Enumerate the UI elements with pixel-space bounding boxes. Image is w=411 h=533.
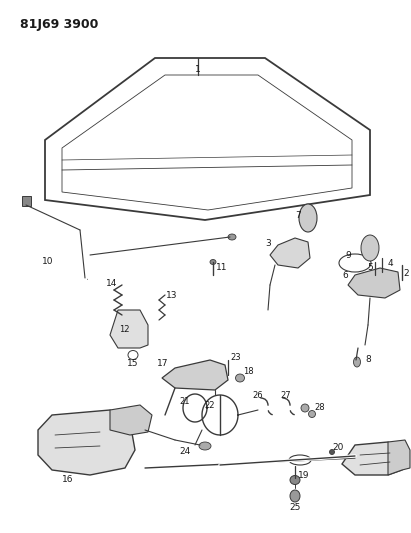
Text: 7: 7 <box>295 211 301 220</box>
Polygon shape <box>270 238 310 268</box>
Polygon shape <box>342 442 402 475</box>
Ellipse shape <box>309 410 316 417</box>
Text: 1: 1 <box>195 66 201 75</box>
Text: 10: 10 <box>42 257 54 266</box>
Text: 81J69 3900: 81J69 3900 <box>20 18 98 31</box>
Text: 16: 16 <box>62 475 74 484</box>
Text: 11: 11 <box>216 263 228 272</box>
Text: 17: 17 <box>157 359 169 368</box>
Text: 26: 26 <box>253 391 263 400</box>
Text: 18: 18 <box>242 367 253 376</box>
Text: 4: 4 <box>387 260 393 269</box>
Ellipse shape <box>330 449 335 455</box>
Text: 14: 14 <box>106 279 118 288</box>
Polygon shape <box>38 410 135 475</box>
Polygon shape <box>110 405 152 435</box>
Text: 12: 12 <box>119 326 129 335</box>
Polygon shape <box>348 268 400 298</box>
Text: 3: 3 <box>265 239 271 248</box>
Text: 27: 27 <box>281 391 291 400</box>
Polygon shape <box>110 310 148 348</box>
Bar <box>22 196 31 206</box>
Text: 8: 8 <box>365 356 371 365</box>
Ellipse shape <box>301 404 309 412</box>
Text: 6: 6 <box>342 271 348 279</box>
Ellipse shape <box>353 357 360 367</box>
Polygon shape <box>162 360 228 390</box>
Ellipse shape <box>290 490 300 502</box>
Text: 20: 20 <box>332 443 344 453</box>
Text: 13: 13 <box>166 290 178 300</box>
Text: 23: 23 <box>231 353 241 362</box>
Ellipse shape <box>210 260 216 264</box>
Ellipse shape <box>199 442 211 450</box>
Ellipse shape <box>236 374 245 382</box>
Ellipse shape <box>289 455 311 465</box>
Text: 22: 22 <box>205 400 215 409</box>
Text: 25: 25 <box>289 503 301 512</box>
Ellipse shape <box>299 204 317 232</box>
Text: 9: 9 <box>345 251 351 260</box>
Polygon shape <box>388 440 410 475</box>
Text: 24: 24 <box>179 448 191 456</box>
Ellipse shape <box>290 475 300 484</box>
Ellipse shape <box>361 235 379 261</box>
Text: 28: 28 <box>315 403 326 413</box>
Text: 15: 15 <box>127 359 139 368</box>
Text: 2: 2 <box>403 270 409 279</box>
Text: 19: 19 <box>298 471 310 480</box>
Ellipse shape <box>228 234 236 240</box>
Text: 21: 21 <box>180 398 190 407</box>
Text: 5: 5 <box>367 263 373 272</box>
